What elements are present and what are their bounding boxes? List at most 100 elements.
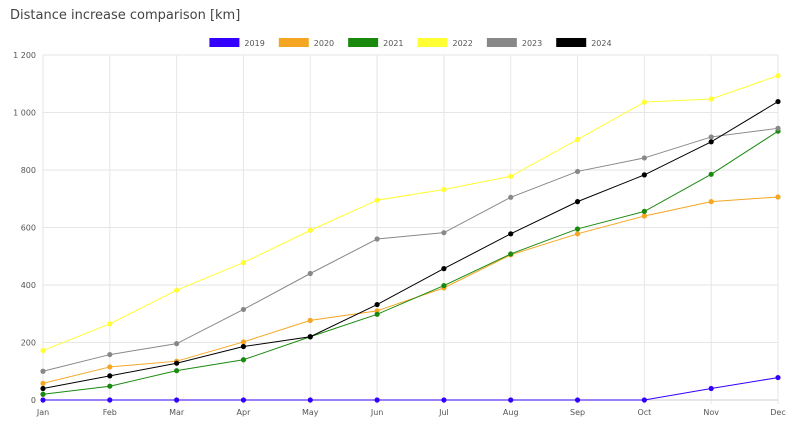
data-point-2023 [240, 306, 247, 313]
data-point-2023 [307, 270, 313, 277]
data-point-2019 [40, 397, 46, 403]
data-point-2020 [641, 213, 647, 219]
x-tick-label: Mar [169, 408, 185, 417]
x-tick-label: Apr [237, 408, 252, 417]
data-point-2019 [508, 397, 514, 403]
data-point-2023 [775, 125, 781, 131]
data-point-2020 [708, 199, 714, 205]
data-point-2020 [574, 231, 581, 237]
data-point-2023 [40, 368, 46, 374]
data-point-2022 [708, 96, 714, 102]
data-point-2022 [40, 347, 46, 354]
y-tick-label: 400 [21, 281, 36, 290]
data-point-2024 [508, 231, 514, 237]
series-line-2024 [42, 101, 779, 389]
data-point-2019 [574, 397, 581, 403]
data-point-2019 [307, 397, 313, 403]
data-point-2022 [508, 173, 514, 179]
chart-title: Distance increase comparison [km] [10, 8, 241, 23]
x-tick-label: Feb [103, 408, 117, 417]
data-point-2021 [174, 368, 180, 374]
data-point-2023 [107, 351, 113, 358]
data-point-2019 [107, 397, 113, 403]
data-point-2020 [40, 380, 46, 386]
data-point-2023 [441, 230, 447, 236]
data-point-2023 [508, 194, 514, 200]
legend-swatch-2019 [209, 38, 240, 47]
data-point-2022 [775, 73, 781, 79]
legend-swatch-2024 [556, 38, 587, 47]
legend-label-2024: 2024 [591, 39, 611, 48]
legend-label-2022: 2022 [453, 39, 473, 48]
data-point-2019 [240, 397, 247, 403]
data-point-2022 [107, 321, 113, 327]
legend-swatch-2020 [278, 38, 309, 47]
data-point-2021 [441, 282, 447, 289]
data-point-2024 [574, 199, 581, 205]
x-tick-label: Nov [703, 408, 719, 417]
data-point-2024 [174, 360, 180, 366]
legend-swatch-2021 [348, 38, 379, 47]
x-tick-label: Aug [503, 408, 519, 417]
legend-swatch-2022 [417, 38, 448, 47]
data-point-2022 [307, 227, 313, 233]
data-point-2021 [641, 208, 647, 214]
data-point-2021 [708, 171, 714, 177]
data-point-2024 [107, 373, 113, 379]
data-point-2024 [240, 343, 247, 350]
x-tick-label: Jan [36, 408, 49, 417]
data-point-2021 [240, 357, 247, 363]
data-point-2019 [174, 397, 180, 403]
series-line-2019 [43, 377, 779, 401]
data-point-2022 [374, 197, 380, 203]
legend-label-2020: 2020 [314, 39, 334, 48]
series-line-2023 [42, 127, 779, 372]
x-tick-label: May [302, 408, 319, 417]
data-point-2024 [40, 385, 46, 392]
legend-label-2023: 2023 [522, 39, 542, 48]
data-point-2020 [240, 339, 247, 345]
data-point-2022 [574, 136, 581, 143]
y-tick-label: 200 [21, 339, 36, 348]
series-line-2022 [42, 75, 779, 352]
data-point-2021 [107, 383, 113, 389]
data-point-2024 [441, 266, 447, 272]
series-line-2021 [42, 130, 779, 395]
data-point-2019 [374, 397, 380, 403]
data-point-2022 [641, 99, 647, 105]
series-line-2020 [42, 196, 779, 384]
data-point-2019 [441, 397, 447, 403]
data-point-2021 [374, 311, 380, 317]
data-point-2020 [107, 364, 113, 370]
data-point-2020 [775, 194, 781, 200]
legend-label-2021: 2021 [383, 39, 403, 48]
data-point-2023 [574, 168, 581, 175]
data-point-2023 [641, 155, 647, 161]
data-point-2019 [775, 374, 781, 381]
y-tick-label: 600 [21, 224, 36, 233]
data-point-2024 [775, 98, 781, 105]
data-point-2021 [508, 251, 514, 257]
x-tick-label: Oct [637, 408, 651, 417]
data-point-2022 [441, 186, 447, 193]
data-point-2020 [307, 317, 313, 323]
data-point-2022 [174, 287, 180, 293]
data-point-2019 [708, 385, 714, 392]
data-point-2024 [307, 334, 313, 340]
y-tick-label: 1 200 [13, 51, 36, 60]
data-point-2023 [708, 134, 714, 140]
data-point-2021 [574, 226, 581, 232]
data-point-2024 [708, 139, 714, 145]
x-tick-label: Sep [570, 408, 585, 417]
x-tick-label: Jul [438, 408, 449, 417]
legend-swatch-2023 [486, 38, 517, 47]
data-point-2023 [374, 236, 380, 242]
y-tick-label: 800 [21, 166, 36, 175]
data-point-2024 [374, 301, 380, 308]
x-tick-label: Jun [370, 408, 384, 417]
data-point-2022 [240, 259, 247, 266]
y-tick-label: 0 [31, 396, 36, 405]
x-tick-label: Dec [770, 408, 785, 417]
data-point-2023 [174, 341, 180, 347]
